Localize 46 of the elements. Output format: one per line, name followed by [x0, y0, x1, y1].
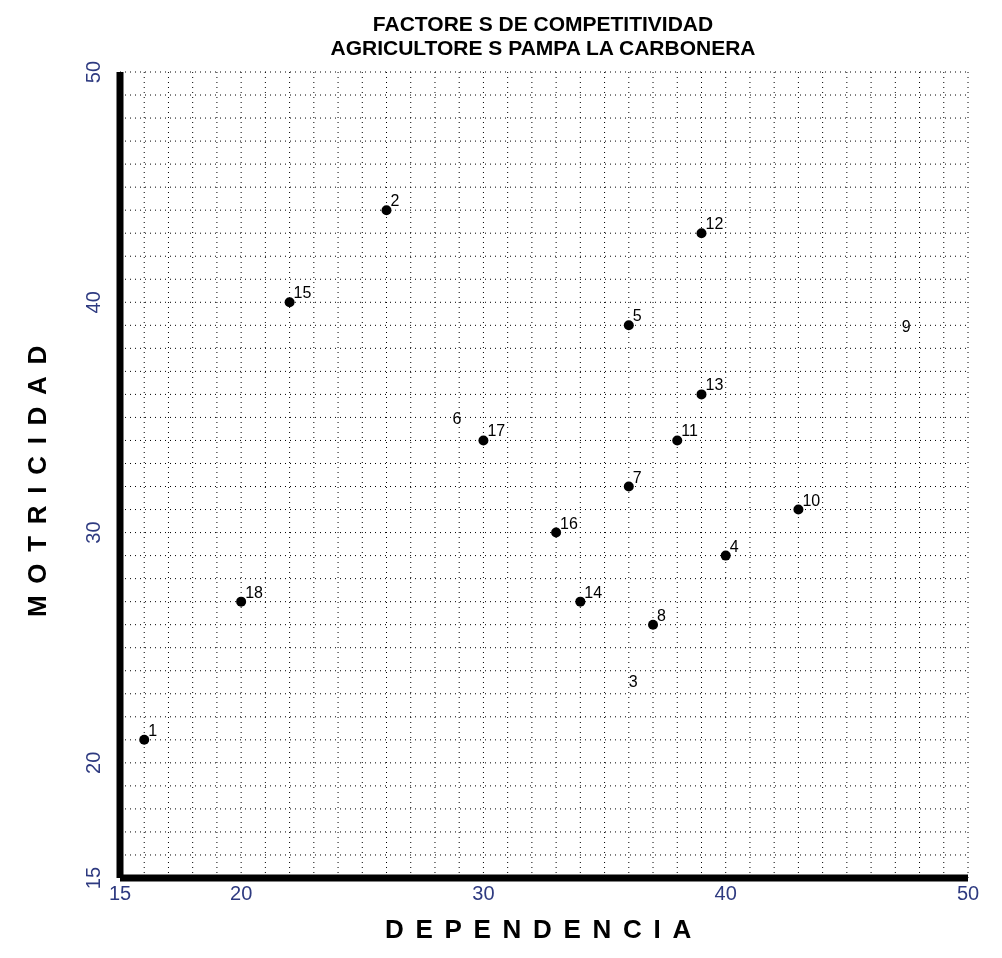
annotation: 4: [729, 537, 739, 555]
annotation: 10: [802, 491, 821, 509]
annotation: 12: [705, 215, 724, 233]
annotation: 7: [632, 468, 642, 486]
x-tick-label: 30: [472, 882, 495, 904]
annotation: 15: [293, 284, 312, 302]
point: [720, 550, 731, 561]
annotation: 11: [681, 422, 698, 440]
point: [648, 619, 659, 630]
x-tick-label: 40: [714, 882, 737, 904]
annotation: 1: [148, 721, 158, 739]
point: [381, 205, 392, 216]
annotation: 6: [452, 409, 462, 427]
x-tick-label: 15: [108, 882, 132, 904]
annotation: 18: [245, 583, 264, 601]
point: [793, 504, 804, 515]
annotation: 13: [705, 376, 724, 394]
annotation: 17: [487, 422, 506, 440]
y-tick-label: 50: [82, 60, 104, 84]
x-axis-title: DEPENDENCIA: [384, 914, 704, 945]
point: [139, 734, 150, 745]
point: [284, 297, 295, 308]
annotation: 2: [390, 192, 400, 210]
annotation: 16: [560, 514, 579, 532]
annotation: 14: [584, 583, 603, 601]
annotation: 8: [657, 606, 667, 624]
point: [575, 596, 586, 607]
annotation: 3: [628, 673, 638, 691]
point: [623, 481, 634, 492]
y-axis-title: MOTRICIDAD: [22, 333, 54, 617]
point: [236, 596, 247, 607]
point: [696, 389, 707, 400]
y-tick-label: 40: [82, 291, 104, 314]
point: [478, 435, 489, 446]
annotation: 5: [632, 307, 642, 325]
annotation: 9: [901, 317, 911, 335]
chart-title: FACTORE S DE COMPETITIVIDAD: [371, 12, 715, 36]
x-tick-label: 20: [230, 882, 253, 904]
point: [551, 527, 562, 538]
chart-subtitle: AGRICULTORE S PAMPA LA CARBONERA: [329, 36, 757, 60]
x-tick-label: 50: [956, 882, 980, 904]
y-tick-label: 30: [82, 521, 104, 544]
point: [672, 435, 683, 446]
point: [696, 228, 707, 239]
point: [623, 320, 634, 331]
y-tick-label: 20: [82, 751, 104, 774]
